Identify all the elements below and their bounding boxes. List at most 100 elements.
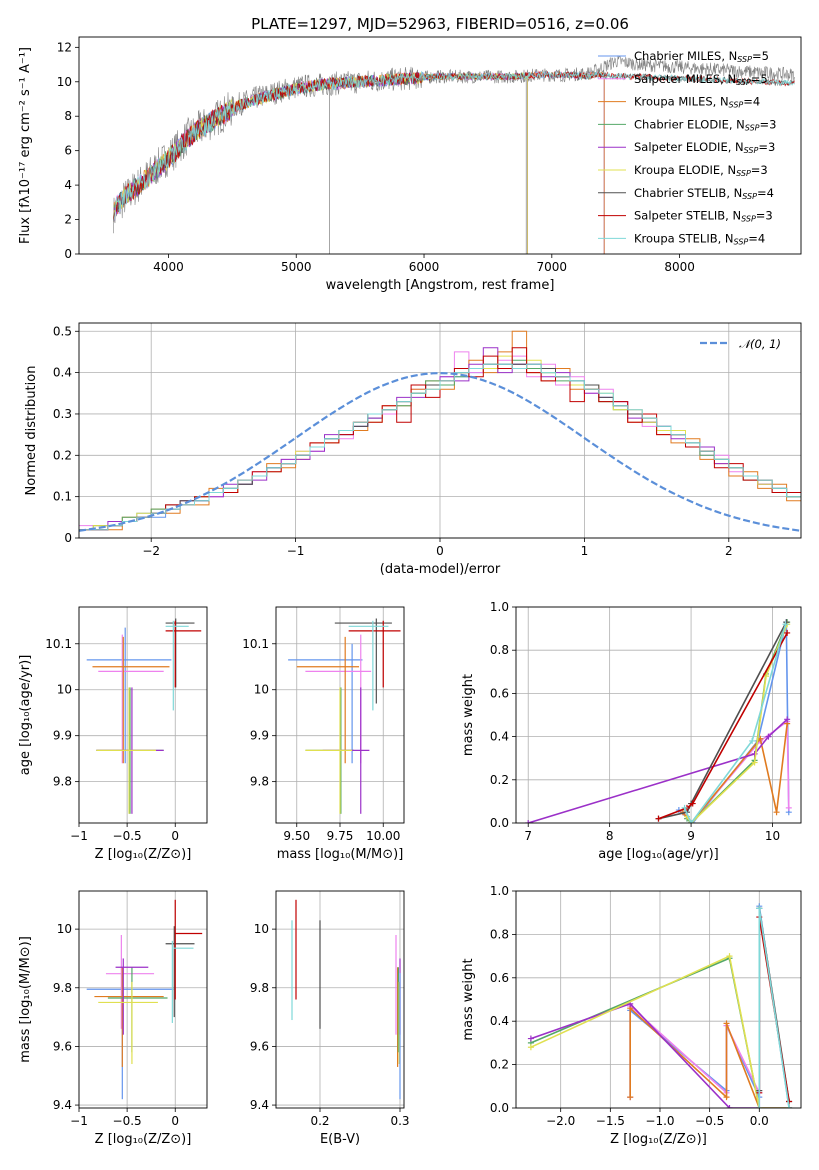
- y-tick-label: 9.8: [250, 775, 269, 789]
- x-tick-label: 9: [687, 829, 695, 843]
- panel-massweight-vs-age: 7 8 9 10 0.0 0.2 0.4 0.6 0.8 1.0 age [log₁₀(age/yr…: [461, 600, 802, 862]
- legend-label: Kroupa MILES, NSSP=4: [634, 95, 760, 110]
- plot-area-age-vs-mass: [288, 618, 401, 814]
- y-tick-label: 0.8: [490, 927, 509, 941]
- y-tick-label: 9.9: [250, 729, 269, 743]
- mass-weight-line: [530, 954, 790, 1108]
- mass-weight-line: [527, 718, 788, 823]
- y-tick-label: 6: [64, 144, 72, 158]
- mass-weight-line: [682, 723, 788, 823]
- y-tick-label: 1.0: [490, 600, 509, 614]
- mass-weight-line: [530, 1002, 790, 1108]
- y-tick-label: 2: [64, 213, 72, 227]
- y-tick-label: 9.8: [53, 775, 72, 789]
- data-point-marker: [723, 1094, 730, 1101]
- x-axis-label: wavelength [Angstrom, rest frame]: [326, 278, 555, 293]
- data-point-marker: [723, 1020, 730, 1027]
- plot-area-age-vs-Z: [86, 618, 202, 814]
- plot-area-massweight-vs-age: [525, 619, 792, 823]
- y-axis-label: mass [log₁₀(M/M⊙)]: [18, 936, 33, 1063]
- x-tick-label: 8: [606, 829, 614, 843]
- x-tick-label: 9.75: [327, 829, 354, 843]
- data-point-marker: [751, 750, 758, 757]
- data-point-marker: [689, 800, 696, 807]
- y-tick-label: 9.4: [250, 1098, 269, 1112]
- data-point-marker: [527, 1035, 534, 1042]
- y-tick-label: 9.9: [53, 729, 72, 743]
- panel-mass-vs-Z: −1 −0.5 0 9.4 9.6 9.8 10 Z [log₁₀(Z/Z⊙)] mass [l…: [18, 890, 208, 1147]
- model-line: [113, 70, 605, 254]
- axes-frame: [275, 890, 405, 1109]
- y-axis-label: Flux [fλ10⁻¹⁷ erg cm⁻² s⁻¹ A⁻¹]: [18, 47, 33, 244]
- x-tick-label: −2.0: [546, 1114, 575, 1128]
- data-point-marker: [784, 716, 791, 723]
- x-tick-label: 0.3: [390, 1114, 409, 1128]
- y-tick-label: 10: [57, 75, 72, 89]
- data-point-marker: [527, 1044, 534, 1051]
- plot-area-mass-vs-EBV: [291, 899, 401, 1100]
- y-tick-label: 0.0: [490, 1101, 509, 1115]
- y-axis-label: Normed distribution: [24, 366, 39, 496]
- y-tick-label: 0.2: [490, 1058, 509, 1072]
- axes-frame: [275, 606, 405, 824]
- y-tick-label: 0.6: [490, 686, 509, 700]
- data-point-marker: [756, 905, 763, 912]
- legend-label: Chabrier STELIB, NSSP=4: [634, 186, 774, 201]
- y-tick-label: 0: [64, 247, 72, 261]
- y-axis-label: age [log₁₀(age/yr)]: [18, 655, 33, 776]
- y-tick-label: 9.6: [53, 1039, 72, 1053]
- x-tick-label: 1: [581, 544, 589, 558]
- legend: Chabrier MILES, NSSP=5 Salpeter MILES, NS…: [598, 49, 776, 246]
- x-axis-label: age [log₁₀(age/yr)]: [598, 847, 719, 862]
- y-tick-label: 10: [57, 683, 72, 697]
- plot-area-mass-vs-Z: [86, 899, 203, 1100]
- mass-weight-line: [629, 1006, 790, 1108]
- x-tick-label: −1: [287, 544, 305, 558]
- data-point-marker: [785, 804, 792, 811]
- axes-frame: [78, 890, 208, 1109]
- y-tick-label: 10.1: [242, 637, 269, 651]
- data-point-marker: [726, 1105, 733, 1108]
- data-point-marker: [756, 1105, 763, 1108]
- x-tick-label: −0.5: [695, 1114, 724, 1128]
- model-line: [113, 71, 605, 254]
- x-tick-label: −0.5: [113, 829, 142, 843]
- data-point-marker: [782, 621, 789, 628]
- x-tick-label: 10: [765, 829, 780, 843]
- axes-frame: [78, 36, 802, 255]
- x-tick-label: 6000: [409, 260, 440, 274]
- y-tick-label: 9.8: [250, 981, 269, 995]
- y-tick-label: 0.0: [490, 816, 509, 830]
- data-point-marker: [688, 820, 695, 823]
- x-tick-label: −2: [142, 544, 160, 558]
- data-point-marker: [655, 815, 662, 822]
- x-tick-label: 10.00: [366, 829, 400, 843]
- y-tick-label: 9.6: [250, 1039, 269, 1053]
- y-tick-label: 0.6: [490, 971, 509, 985]
- panel-residuals: −2 −1 0 1 2 0 0.1 0.2 0.3 0.4 0.5 𝒩(0, 1) (data-mode…: [24, 322, 802, 577]
- y-tick-label: 9.4: [53, 1098, 72, 1112]
- x-tick-label: 8000: [664, 260, 695, 274]
- y-tick-label: 0.2: [490, 773, 509, 787]
- data-point-marker: [765, 733, 772, 740]
- y-tick-label: 10: [57, 922, 72, 936]
- y-tick-label: 4: [64, 178, 72, 192]
- data-point-marker: [627, 1094, 634, 1101]
- x-axis-label: mass [log₁₀(M/M⊙)]: [277, 847, 404, 862]
- x-tick-label: 9.50: [283, 829, 310, 843]
- panel-massweight-vs-Z: −2.0 −1.5 −1.0 −0.5 0.0 0.0 0.2 0.4 0.6 0.8 1.0 Z […: [461, 884, 802, 1147]
- axes-frame: [78, 606, 208, 824]
- data-point-marker: [681, 804, 688, 811]
- y-tick-label: 9.8: [53, 981, 72, 995]
- data-point-marker: [726, 953, 733, 960]
- data-point-marker: [751, 759, 758, 766]
- panel-age-vs-mass: 9.50 9.75 10.00 9.8 9.9 10 10.1 mass [log₁₀(M/M…: [242, 606, 405, 862]
- x-tick-label: −1: [70, 1114, 88, 1128]
- legend-label: Chabrier ELODIE, NSSP=3: [634, 117, 776, 132]
- plot-area-spectrum: [113, 55, 795, 254]
- model-line: [113, 70, 795, 222]
- x-tick-label: −1.5: [596, 1114, 625, 1128]
- plot-area-massweight-vs-Z: [527, 903, 793, 1108]
- panel-mass-vs-EBV: 0.2 0.3 9.4 9.6 9.8 10 E(B-V): [250, 890, 410, 1147]
